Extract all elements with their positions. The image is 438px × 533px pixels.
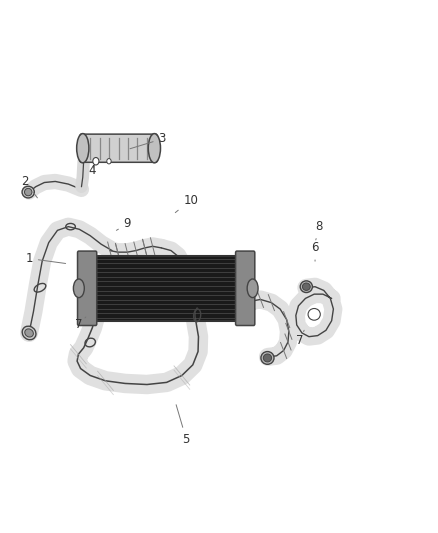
Ellipse shape	[77, 134, 89, 163]
Text: 6: 6	[311, 241, 319, 261]
Ellipse shape	[74, 279, 84, 297]
Ellipse shape	[300, 281, 312, 293]
Ellipse shape	[148, 134, 160, 163]
Text: 9: 9	[117, 217, 131, 230]
Text: 7: 7	[296, 330, 304, 348]
Ellipse shape	[302, 283, 310, 290]
Circle shape	[93, 158, 99, 165]
Ellipse shape	[261, 352, 274, 365]
Text: 2: 2	[21, 175, 37, 198]
Text: 5: 5	[176, 405, 190, 446]
Ellipse shape	[22, 326, 36, 340]
Text: 7: 7	[74, 317, 86, 332]
Text: 4: 4	[88, 164, 96, 177]
Text: 8: 8	[316, 220, 323, 240]
Ellipse shape	[247, 279, 258, 297]
Text: 10: 10	[175, 193, 198, 213]
Circle shape	[107, 159, 111, 164]
Text: 1: 1	[25, 252, 66, 265]
Ellipse shape	[25, 329, 33, 337]
Ellipse shape	[308, 309, 320, 320]
FancyBboxPatch shape	[78, 251, 97, 326]
FancyBboxPatch shape	[80, 134, 157, 163]
Text: 3: 3	[130, 132, 166, 149]
Bar	[95, 256, 239, 321]
Ellipse shape	[25, 188, 32, 196]
FancyBboxPatch shape	[236, 251, 255, 326]
Ellipse shape	[22, 186, 34, 198]
Ellipse shape	[263, 354, 272, 362]
